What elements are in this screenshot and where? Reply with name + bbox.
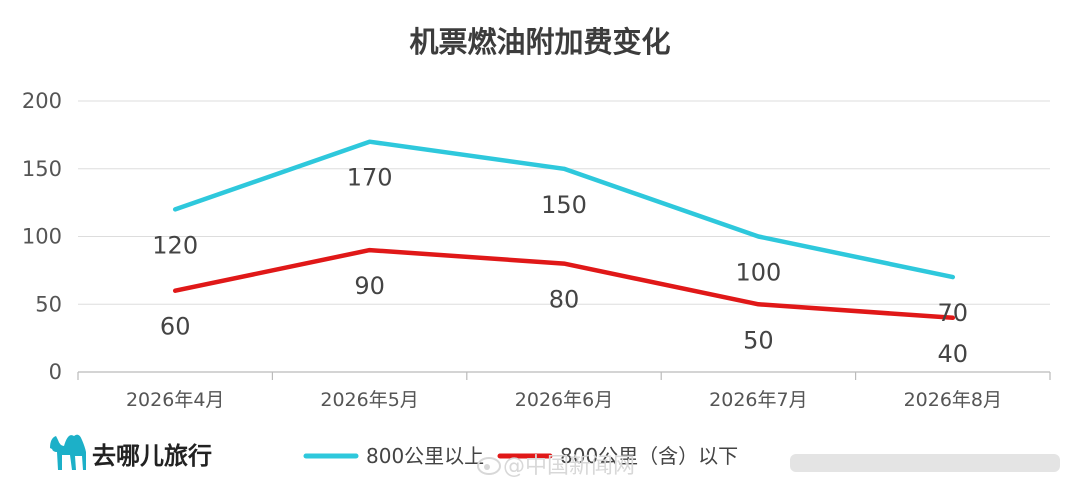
data-label: 60: [160, 313, 191, 341]
legend-label-1: 800公里以上: [366, 444, 484, 468]
y-tick-label: 100: [22, 225, 62, 249]
data-label: 170: [347, 164, 393, 192]
data-labels: 120 170 150 100 70 60 90 80 50 40: [152, 164, 968, 368]
y-tick-label: 50: [35, 292, 62, 316]
x-tick-label: 2026年5月: [320, 389, 418, 411]
data-label: 120: [152, 231, 198, 259]
data-label: 50: [743, 326, 774, 354]
watermark: @中国新闻网: [477, 454, 1060, 479]
series-line-2: [172, 247, 956, 321]
chart-title: 机票燃油附加费变化: [409, 25, 670, 59]
data-label: 100: [735, 259, 781, 287]
legend: 800公里以上 800公里（含）以下: [303, 444, 738, 468]
x-tick-label: 2026年8月: [904, 389, 1002, 411]
data-label: 70: [938, 299, 969, 327]
watermark-bar: [790, 454, 1060, 472]
data-label: 90: [354, 272, 385, 300]
data-label: 150: [541, 191, 587, 219]
data-label: 80: [549, 286, 580, 314]
y-tick-label: 150: [22, 157, 62, 181]
brand-logo: 去哪儿旅行: [50, 434, 212, 470]
data-label: 40: [938, 340, 969, 368]
y-tick-label: 200: [22, 89, 62, 113]
brand-name: 去哪儿旅行: [92, 442, 212, 470]
legend-label-2: 800公里（含）以下: [560, 444, 738, 468]
series-lines: [172, 139, 956, 321]
camel-icon: [50, 434, 86, 470]
x-tick-label: 2026年7月: [709, 389, 807, 411]
weibo-icon: [477, 457, 501, 475]
y-tick-label: 0: [49, 360, 62, 384]
x-tick-label: 2026年4月: [126, 389, 224, 411]
axes: 0 50 100 150 200 2026年4月 2026年5月 2026年6月 2026年7月…: [22, 89, 1051, 411]
series-line-1: [172, 139, 956, 280]
x-tick-label: 2026年6月: [515, 389, 613, 411]
watermark-text: @中国新闻网: [503, 454, 635, 479]
